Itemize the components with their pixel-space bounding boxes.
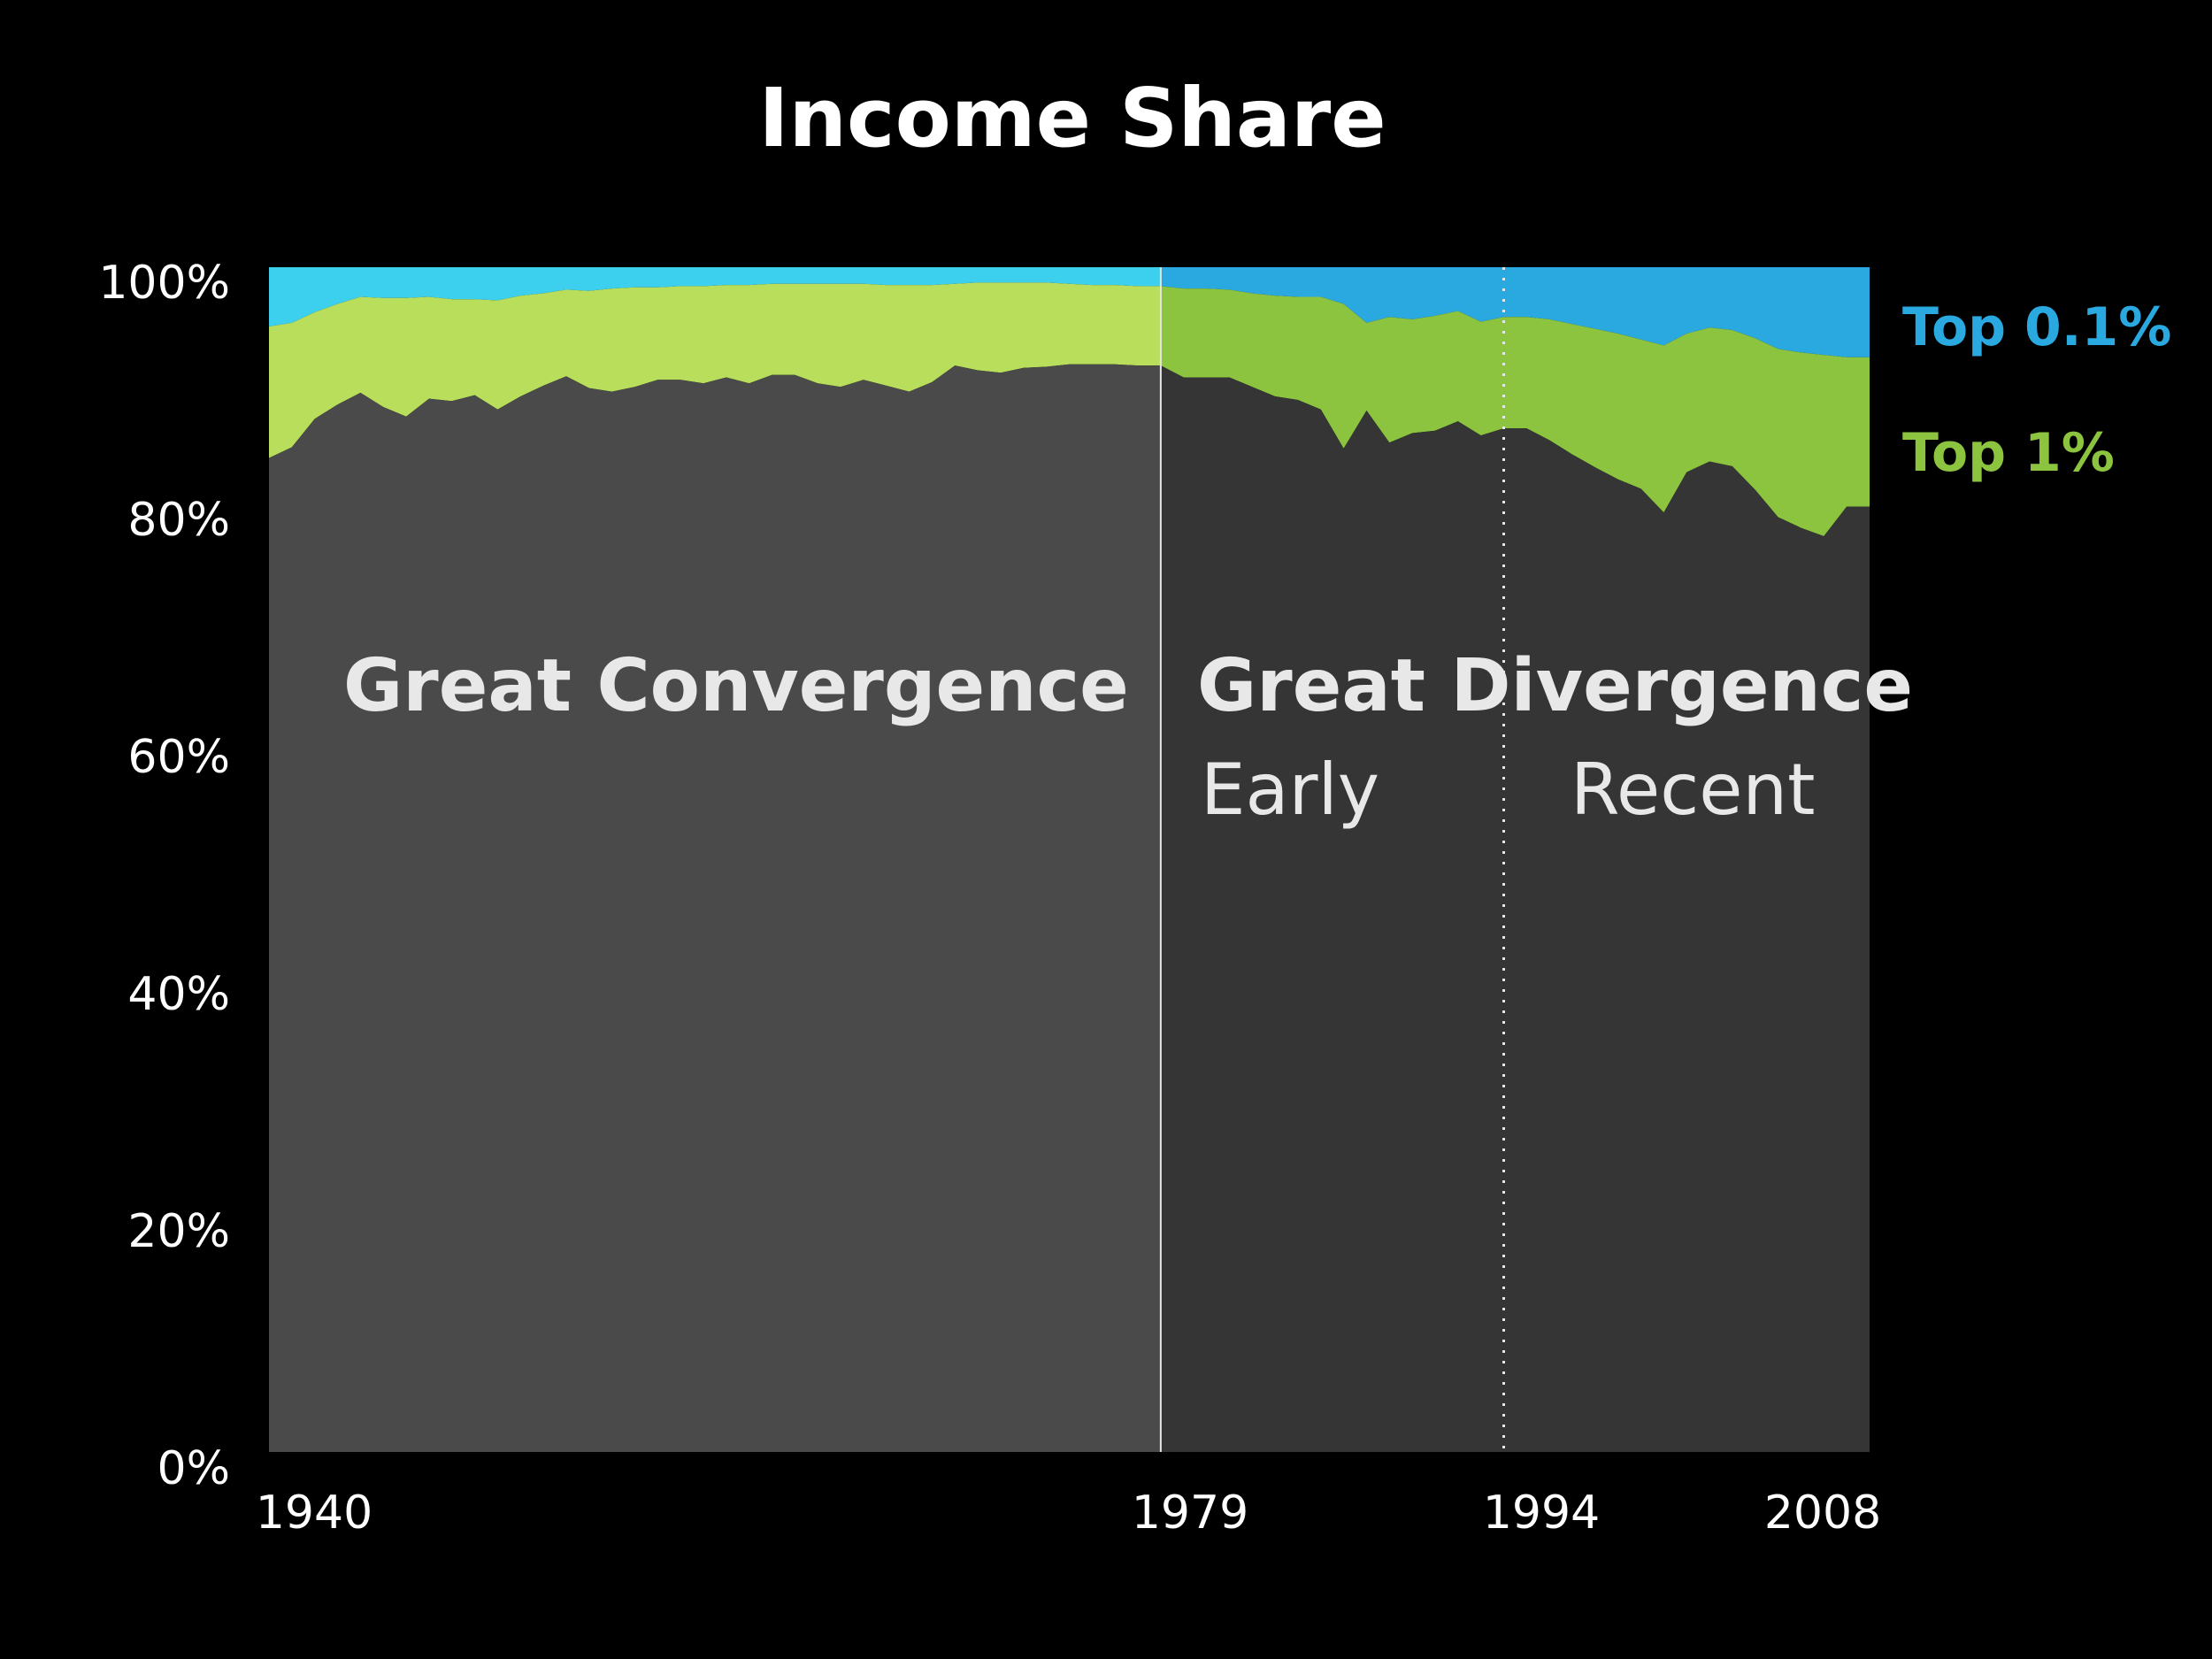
y-tick-label: 80% (127, 494, 230, 547)
top1-area-right (1160, 286, 1870, 536)
y-tick-label: 100% (98, 257, 230, 310)
legend: Top 0.1% Top 1% (1902, 296, 2171, 484)
early-label: Early (1201, 749, 1379, 831)
recent-label: Recent (1571, 749, 1815, 831)
bottom99-area-right (1160, 365, 1870, 1453)
y-tick-label: 40% (127, 968, 230, 1021)
chart-title: Income Share (758, 71, 1386, 165)
top01-area-left (269, 267, 1161, 326)
top1-area-left (269, 282, 1161, 458)
y-axis: 0% 20% 40% 60% 80% 100% (98, 257, 230, 1495)
y-tick-label: 20% (127, 1205, 230, 1258)
x-tick-label: 1994 (1483, 1486, 1600, 1540)
x-tick-label: 2008 (1764, 1486, 1881, 1540)
era-dividers (1159, 267, 1506, 1452)
legend-top1-label: Top 1% (1902, 422, 2115, 484)
great-convergence-label: Great Convergence (343, 644, 1129, 728)
legend-top01-label: Top 0.1% (1902, 296, 2171, 358)
x-tick-label: 1979 (1132, 1486, 1248, 1540)
y-tick-label: 60% (127, 731, 230, 784)
area-layers (269, 267, 1870, 1453)
bottom99-area-left (269, 364, 1161, 1452)
great-divergence-label: Great Divergence (1197, 644, 1913, 728)
x-axis: 1940 1979 1994 2008 (256, 1486, 1881, 1540)
x-tick-label: 1940 (256, 1486, 373, 1540)
era-annotations: Great Convergence Great Divergence Early… (343, 644, 1913, 831)
top01-area-right (1160, 267, 1870, 357)
y-tick-label: 0% (157, 1442, 231, 1495)
